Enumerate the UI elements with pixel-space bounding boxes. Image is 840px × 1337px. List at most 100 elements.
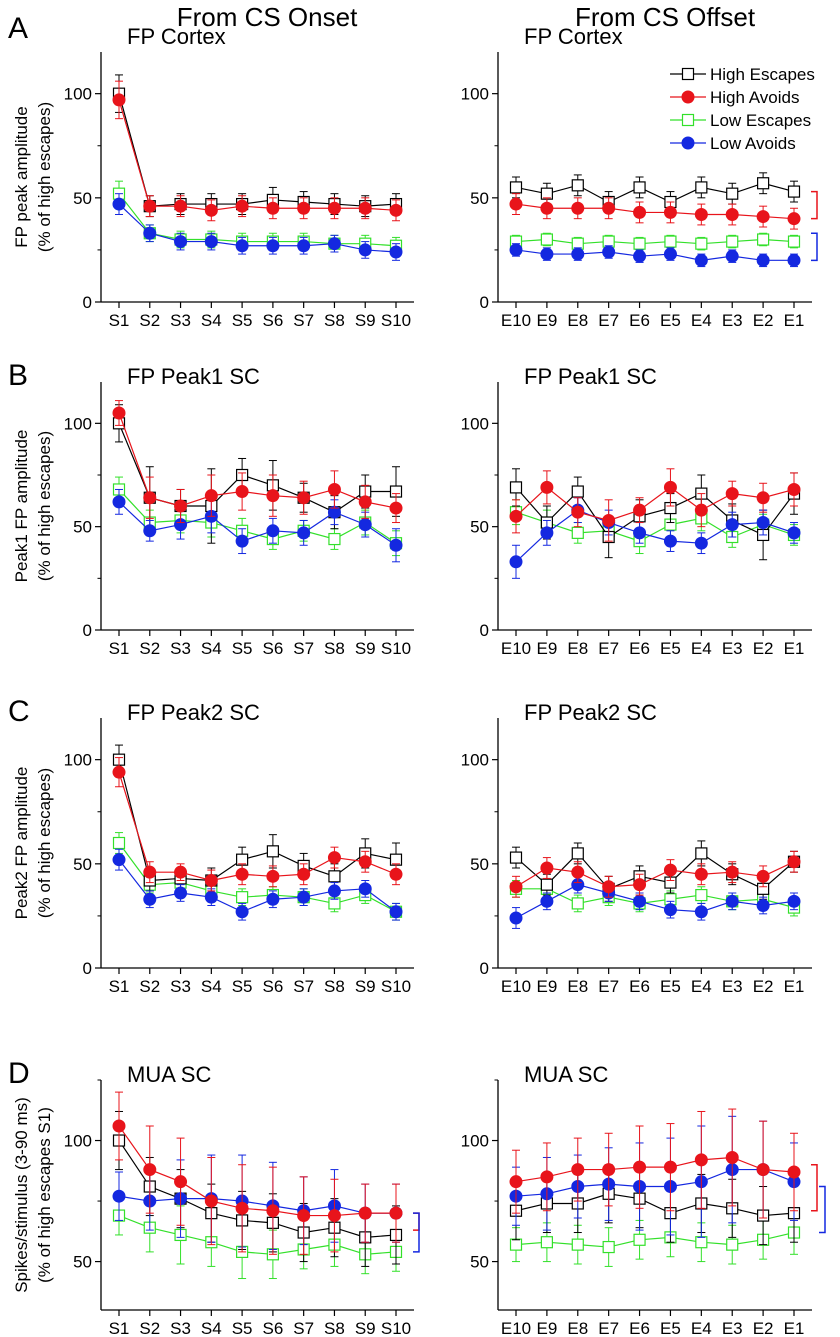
data-point	[204, 890, 218, 904]
x-tick-label: E5	[660, 639, 681, 658]
x-tick-label: E3	[722, 311, 743, 330]
data-point	[358, 201, 372, 215]
x-tick-label: E7	[598, 977, 619, 996]
x-tick-label: E1	[784, 311, 805, 330]
series-line	[515, 238, 795, 245]
x-tick-label: S2	[139, 639, 160, 658]
col-header-onset: From CS Onset	[177, 2, 358, 32]
legend-label: High Escapes	[710, 65, 815, 84]
series-high-avoids	[112, 400, 403, 524]
data-point	[204, 489, 218, 503]
series-high-escapes	[509, 172, 801, 213]
data-point	[143, 865, 157, 879]
data-point	[757, 177, 770, 190]
data-point	[174, 865, 188, 879]
x-tick-label: S6	[262, 311, 283, 330]
data-point	[694, 536, 708, 550]
significance-bracket	[819, 1185, 826, 1234]
data-point	[633, 181, 646, 194]
x-tick-label: E3	[722, 1319, 743, 1337]
x-tick-label: S5	[232, 977, 253, 996]
x-tick-label: E10	[501, 1319, 531, 1337]
y-tick-label: 100	[461, 751, 489, 770]
data-point	[540, 894, 554, 908]
data-point	[266, 524, 280, 538]
data-point	[358, 882, 372, 896]
x-tick-label: S3	[170, 1319, 191, 1337]
data-point	[571, 179, 584, 192]
data-point	[663, 903, 677, 917]
x-tick-label: S4	[201, 311, 222, 330]
x-tick-label: S3	[170, 977, 191, 996]
y-tick-label: 100	[64, 751, 92, 770]
data-point	[266, 201, 280, 215]
y-axis-label: (% of high escapes)	[35, 102, 54, 252]
data-point	[112, 93, 126, 107]
series-low-avoids	[509, 875, 801, 929]
data-point	[174, 886, 188, 900]
x-tick-label: S6	[262, 639, 283, 658]
data-point	[787, 482, 801, 496]
x-tick-label: S9	[355, 311, 376, 330]
data-point	[787, 894, 801, 908]
series-low-escapes	[509, 499, 801, 555]
y-tick-label: 50	[73, 518, 92, 537]
data-point	[633, 878, 647, 892]
data-point	[297, 867, 311, 881]
legend-label: Low Escapes	[710, 111, 811, 130]
series-line	[118, 412, 397, 509]
data-point	[235, 199, 249, 213]
data-point	[143, 226, 157, 240]
data-point	[509, 197, 523, 211]
data-point	[725, 249, 739, 263]
series-low-escapes	[509, 232, 801, 251]
y-tick-label: 100	[64, 414, 92, 433]
data-point	[389, 538, 403, 552]
data-point	[787, 235, 801, 248]
data-point	[297, 491, 311, 505]
data-point	[509, 181, 523, 194]
data-point	[358, 518, 372, 532]
panel-title: FP Peak2 SC	[524, 700, 657, 725]
data-point	[787, 212, 801, 226]
x-tick-label: S8	[324, 977, 345, 996]
data-point	[112, 836, 126, 850]
legend: High Escapes High Avoids Low Escapes Low Av…	[670, 65, 815, 153]
data-point	[509, 555, 523, 569]
panel-title: FP Peak2 SC	[127, 700, 260, 725]
data-point	[571, 847, 584, 860]
data-point	[787, 1165, 801, 1179]
x-tick-label: E7	[598, 311, 619, 330]
data-point	[509, 880, 523, 894]
data-point	[236, 891, 249, 904]
data-point	[540, 247, 554, 261]
data-point	[509, 481, 523, 494]
x-tick-label: E1	[784, 639, 805, 658]
x-tick-label: S8	[324, 311, 345, 330]
x-tick-label: S8	[324, 639, 345, 658]
x-tick-label: E6	[629, 639, 650, 658]
data-point	[509, 243, 523, 257]
series-high-avoids	[509, 468, 801, 542]
x-tick-label: E6	[629, 977, 650, 996]
data-point	[143, 491, 157, 505]
data-point	[756, 899, 770, 912]
x-tick-label: S5	[232, 1319, 253, 1337]
x-tick-label: S10	[381, 1319, 411, 1337]
data-point	[694, 1153, 708, 1167]
data-point	[540, 233, 553, 246]
x-tick-label: S5	[232, 639, 253, 658]
data-point	[174, 499, 188, 513]
series-line	[118, 489, 397, 544]
data-point	[602, 1163, 616, 1177]
data-point	[633, 1233, 646, 1246]
x-tick-label: E8	[567, 1319, 588, 1337]
series-line	[118, 842, 397, 913]
series-high-avoids	[509, 1108, 801, 1219]
data-point	[725, 487, 739, 501]
series-high-escapes	[509, 468, 801, 561]
data-point	[756, 516, 770, 530]
data-point	[571, 247, 585, 261]
